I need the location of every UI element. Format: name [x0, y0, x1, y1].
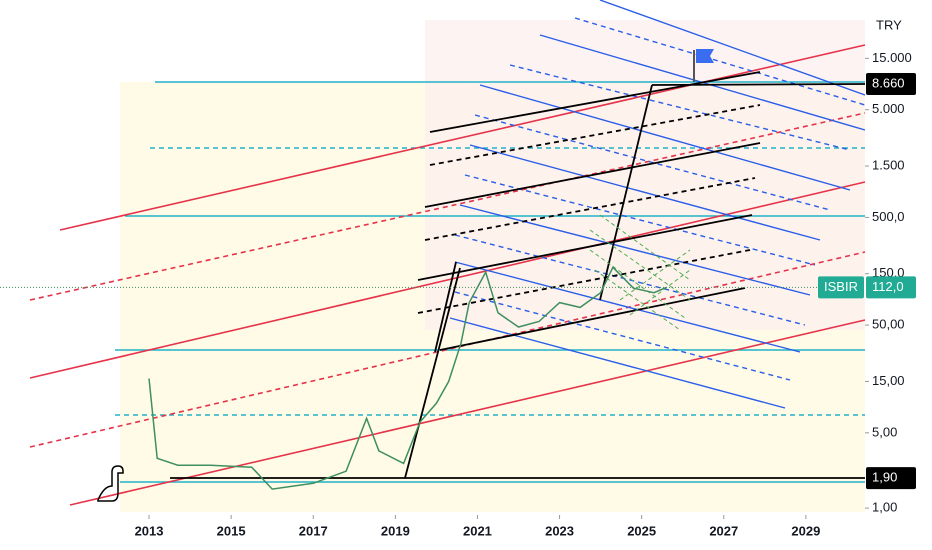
- trend-line: [424, 177, 756, 241]
- channel-line: [59, 44, 866, 231]
- trend-line: [599, 84, 653, 301]
- y-tick-label: 50,00: [872, 317, 905, 332]
- x-tick-label: 2013: [135, 523, 164, 538]
- last-price-box: [866, 276, 916, 299]
- x-tick-label: 2029: [791, 523, 820, 538]
- trend-line: [439, 287, 746, 351]
- trend-line: [417, 214, 753, 281]
- trend-line: [429, 71, 761, 133]
- y-tick-label: 15,00: [872, 373, 905, 388]
- drawings: [29, 0, 866, 512]
- trend-line: [429, 104, 761, 166]
- channel-line: [599, 0, 866, 96]
- symbol-label: ISBIR: [824, 279, 858, 294]
- symbol-box: [818, 276, 864, 299]
- level-box: [866, 467, 916, 490]
- trend-line: [417, 249, 751, 314]
- price-line: [148, 266, 667, 490]
- x-tick-label: 2019: [381, 523, 410, 538]
- x-tick-label: 2023: [545, 523, 574, 538]
- last-price-label: 112,0: [872, 279, 904, 294]
- zone-fill: [425, 20, 865, 330]
- channel-line: [469, 144, 821, 241]
- trend-line: [434, 261, 457, 353]
- y-tick-label: 1,00: [872, 500, 897, 515]
- channel-line: [69, 319, 866, 506]
- channel-line: [479, 84, 851, 191]
- channel-line: [474, 114, 831, 211]
- channel-line: [454, 291, 791, 381]
- channel-line: [459, 204, 811, 296]
- x-tick-label: 2021: [463, 523, 492, 538]
- level-label: 1,90: [872, 470, 897, 485]
- pattern-lines: [589, 214, 691, 331]
- channel-line: [449, 317, 786, 409]
- level-label: 8.660: [872, 75, 905, 90]
- channel-line: [454, 261, 801, 353]
- y-tick-label: 5.000: [872, 101, 905, 116]
- channel-line: [574, 17, 866, 106]
- channel-line: [454, 234, 806, 326]
- flag: [696, 49, 714, 63]
- y-tick-label: 15.000: [872, 50, 912, 65]
- currency: TRY: [876, 17, 902, 32]
- trend-line: [404, 267, 461, 479]
- trend-line: [651, 83, 866, 86]
- x-tick-label: 2015: [217, 523, 246, 538]
- level-box: [866, 73, 916, 96]
- channel-line: [29, 112, 866, 301]
- x-tick-label: 2025: [627, 523, 656, 538]
- channel-line: [464, 174, 816, 266]
- x-tick-label: 2027: [709, 523, 738, 538]
- x-tick-label: 2017: [299, 523, 328, 538]
- trend-line: [424, 142, 761, 208]
- y-tick-label: 500,0: [872, 209, 905, 224]
- logo: [97, 465, 124, 502]
- y-tick-label: 5,00: [872, 424, 897, 439]
- channel-line: [509, 64, 851, 151]
- y-tick-label: 1.500: [872, 157, 905, 172]
- channel-line: [29, 251, 866, 448]
